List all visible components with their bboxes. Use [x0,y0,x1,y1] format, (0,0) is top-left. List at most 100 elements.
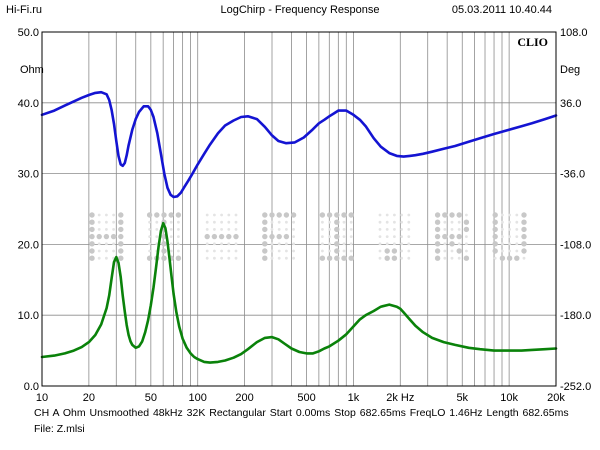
watermark-dot [450,220,454,224]
watermark-dot [213,249,216,253]
plot-frame [41,31,557,387]
watermark-dot [285,242,288,246]
y-right-tick-label: -180.0 [560,310,591,322]
watermark-dot [292,249,295,253]
watermark-dot [177,228,180,231]
watermark-dot [378,228,382,231]
watermark-dot [407,249,411,253]
watermark-dot [277,220,281,224]
watermark-dot [515,220,519,224]
y-right-tick-label: -108.0 [560,239,591,251]
watermark-dot [234,242,238,246]
watermark-dot [213,220,216,224]
watermark-dot [501,235,504,239]
watermark-dot [341,255,347,261]
watermark-dot [434,255,441,261]
watermark-dot [285,249,288,253]
watermark-dot [442,212,448,218]
watermark-dot [290,212,297,218]
watermark-dot [213,213,216,217]
watermark-dot [321,242,324,246]
watermark-dot [492,241,498,247]
watermark-dot [205,256,209,260]
watermark-dot [326,212,333,218]
watermark-dot [521,241,527,247]
watermark-dot [449,233,455,240]
watermark-dot [514,255,520,261]
watermark-dot [118,219,124,225]
series-line-2 [40,221,558,364]
watermark-dot [276,212,282,218]
watermark-dot [112,220,115,224]
watermark-dot [334,219,340,225]
watermark-dot [501,249,504,253]
watermark-dot [463,255,470,261]
watermark-dot [434,233,441,240]
watermark-dot [234,220,238,224]
x-tick-label: 1k [348,392,360,404]
watermark-dot [521,212,527,218]
y-left-tick-label: 30.0 [18,169,39,181]
watermark-dot [348,255,354,261]
watermark-dot [277,249,281,253]
watermark-dot [465,242,468,246]
watermark-dot [349,220,353,224]
x-tick-label: 100 [189,392,207,404]
watermark-dot [391,248,398,254]
watermark-dot [161,241,167,247]
watermark-dot [277,256,281,260]
watermark-dot [276,233,282,240]
watermark-dot [434,241,441,247]
watermark-dot [334,241,340,247]
watermark-dot [349,235,353,239]
watermark-dot [270,220,274,224]
watermark-dot [155,242,159,246]
watermark-dot [97,220,101,224]
watermark-dot [96,233,102,240]
watermark-dot [463,226,470,233]
watermark-dot [384,255,390,261]
watermark-dot [154,212,160,218]
watermark-dot [348,212,354,218]
watermark-dot [148,235,152,239]
watermark-dot [456,233,462,240]
watermark-dot [407,220,411,224]
watermark-dot [463,219,470,225]
watermark-dot [161,248,167,254]
watermark-dot [449,212,455,218]
watermark-dot [169,220,173,224]
watermark-dot [521,226,527,233]
watermark-dot [378,220,382,224]
watermark-dot [328,242,331,246]
watermark-dot [508,249,511,253]
watermark-dot [227,242,231,246]
watermark-dot [227,249,231,253]
watermark-dot [169,249,173,253]
watermark-dot [393,213,396,217]
watermark-dot [407,235,411,239]
watermark-dot [227,213,231,217]
watermark-dot [89,248,95,254]
x-tick-label: 2k Hz [386,392,414,404]
watermark-dot [349,228,353,231]
watermark-dot [328,228,331,231]
watermark-dot [443,249,447,253]
watermark-dot [492,226,498,233]
watermark-dot [378,249,382,253]
watermark-dot [205,213,209,217]
watermark-dot [292,235,295,239]
watermark-dot [457,220,461,224]
watermark-dot [218,233,225,240]
series-layer [40,90,558,364]
watermark-dot [521,248,527,254]
watermark-dot [89,255,95,261]
watermark-dot [321,220,324,224]
watermark-dot [515,228,519,231]
watermark-dot [105,242,108,246]
watermark-dot [112,242,115,246]
watermark-dot [169,228,173,231]
watermark-dot [508,235,511,239]
watermark-dot [89,219,95,225]
watermark-dot [321,235,324,239]
watermark-dot [508,228,511,231]
